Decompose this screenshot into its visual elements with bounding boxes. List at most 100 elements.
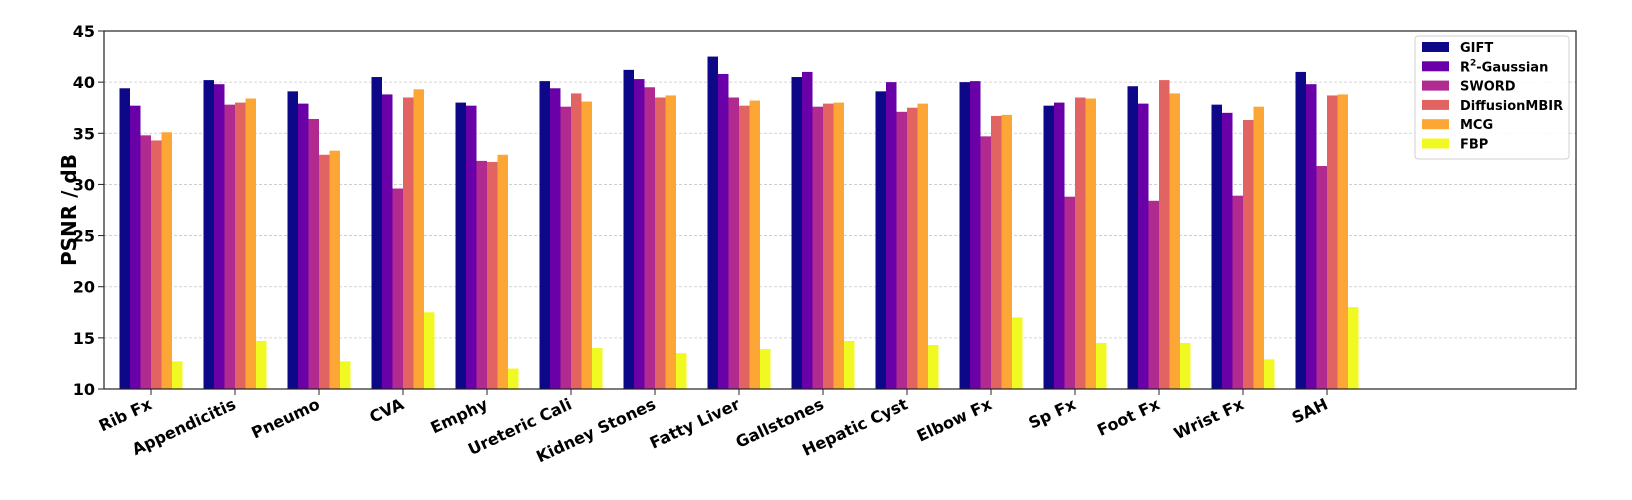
bar	[1096, 342, 1107, 389]
y-tick-label: 45	[73, 22, 95, 41]
bar	[245, 98, 256, 389]
bar	[256, 340, 267, 389]
y-axis-ticks: 10 15 20 25 30 35 40 45	[73, 22, 104, 399]
bar	[907, 107, 918, 389]
y-tick-label: 30	[73, 175, 95, 194]
bar	[833, 102, 844, 389]
bar	[476, 160, 487, 389]
bar	[623, 69, 634, 390]
bar	[308, 118, 319, 390]
bar	[539, 81, 550, 390]
x-tick-label: CVA	[367, 394, 408, 426]
legend-label: MCG	[1460, 118, 1493, 133]
bar	[917, 103, 928, 389]
bar	[140, 135, 151, 389]
x-tick-label: Fatty Liver	[647, 394, 743, 452]
legend-swatch	[1422, 80, 1449, 91]
bar	[203, 80, 214, 390]
bar	[707, 56, 718, 389]
x-tick-label: Rib Fx	[96, 394, 155, 435]
y-tick-label: 15	[73, 329, 95, 348]
y-axis-label: PSNR / dB	[57, 154, 81, 266]
bar-group	[203, 80, 267, 390]
legend-item: DiffusionMBIR	[1422, 99, 1563, 114]
bar	[959, 82, 970, 390]
bar	[1337, 94, 1348, 389]
legend-swatch	[1422, 42, 1449, 52]
legend-label: FBP	[1460, 138, 1488, 153]
y-tick-label: 20	[73, 278, 95, 297]
bar-group	[707, 56, 771, 390]
bar	[875, 91, 886, 389]
bar-group	[875, 82, 939, 390]
bar	[991, 115, 1002, 389]
bar	[1306, 84, 1317, 389]
bar	[1064, 196, 1075, 389]
bar	[802, 71, 813, 390]
plot-frame	[103, 30, 1577, 390]
bar-group	[455, 102, 519, 389]
legend-item: MCG	[1422, 118, 1493, 133]
bar	[970, 81, 981, 390]
bar	[550, 88, 561, 389]
bar-group	[1043, 97, 1107, 389]
bar	[329, 150, 340, 389]
legend-label: R2-Gaussian	[1460, 58, 1548, 75]
bar-group	[1211, 104, 1275, 389]
bar	[1075, 97, 1086, 389]
y-tick-label: 40	[73, 73, 95, 92]
bar	[644, 87, 655, 389]
bar-group	[539, 81, 603, 390]
x-tick-label: Foot Fx	[1094, 394, 1163, 440]
bar	[319, 154, 330, 389]
bar	[1295, 71, 1306, 390]
bar-group	[371, 77, 435, 390]
bar-group	[623, 69, 687, 390]
x-tick-label: SAH	[1289, 394, 1331, 427]
bar	[592, 348, 603, 389]
bar	[1148, 200, 1159, 389]
bar	[119, 88, 130, 389]
bar	[1232, 195, 1243, 389]
bar	[214, 84, 225, 389]
bar	[1316, 166, 1327, 389]
bar	[1180, 342, 1191, 389]
bar	[928, 345, 939, 389]
bar	[161, 132, 172, 389]
bar	[413, 89, 424, 389]
bar	[1327, 95, 1338, 389]
legend-frame	[1414, 35, 1570, 160]
bar	[298, 103, 309, 389]
y-tick-label: 35	[73, 124, 95, 143]
bar	[1001, 114, 1012, 390]
bar	[497, 154, 508, 389]
bar	[739, 105, 750, 389]
bar	[487, 161, 498, 389]
bar-group	[287, 91, 351, 390]
bar	[1211, 104, 1222, 389]
bar	[1085, 98, 1096, 389]
bar	[676, 353, 687, 389]
bar	[392, 188, 403, 389]
bar	[665, 95, 676, 389]
x-tick-label: Sp Fx	[1026, 394, 1080, 433]
bar	[896, 111, 907, 389]
bar-group	[791, 71, 855, 390]
bars	[119, 56, 1359, 390]
bar-group	[1127, 80, 1191, 390]
bar	[1169, 93, 1180, 389]
x-tick-label: Pneumo	[248, 394, 322, 442]
y-tick-label: 10	[73, 380, 95, 399]
bar	[151, 140, 162, 389]
bar	[1264, 359, 1275, 389]
bar	[844, 340, 855, 389]
bar	[224, 104, 235, 389]
legend-swatch	[1422, 99, 1449, 110]
bar	[655, 97, 666, 389]
bar	[1138, 103, 1149, 389]
bar	[728, 97, 739, 389]
bar	[466, 105, 477, 389]
bar	[1159, 80, 1170, 390]
